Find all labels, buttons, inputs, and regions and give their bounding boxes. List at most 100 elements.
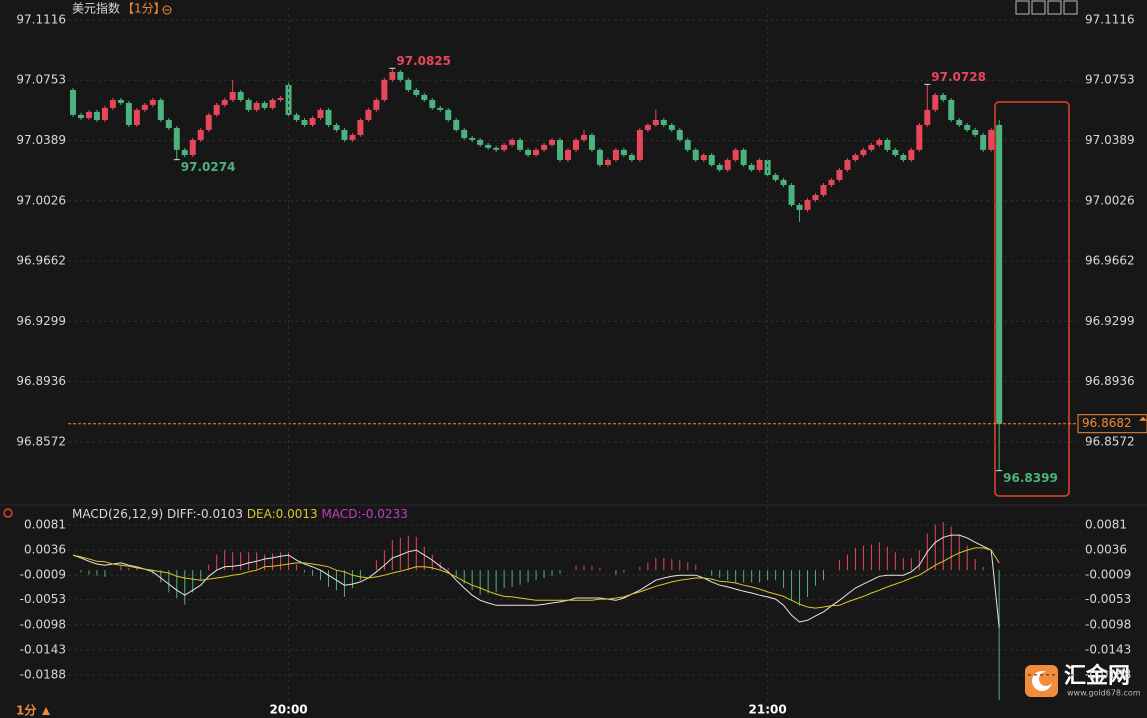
candle-body	[85, 111, 92, 119]
interval-switch[interactable]: 1分	[16, 703, 36, 718]
candle-body	[652, 120, 659, 125]
candle-body	[940, 94, 947, 100]
y-tick-label-left: -0.0143	[20, 642, 66, 656]
tool-line[interactable]	[1047, 0, 1062, 15]
x-tick-label: 21:00	[749, 703, 787, 717]
candle-body	[93, 111, 100, 121]
logo-url: www.gold678.com	[1067, 689, 1141, 698]
candle-body	[317, 109, 324, 119]
toolbar	[1015, 0, 1078, 15]
collapse-icon[interactable]	[162, 5, 172, 15]
candle-body	[501, 144, 508, 150]
candle-body	[644, 124, 651, 130]
candle-body	[493, 147, 500, 150]
candle-body	[748, 164, 755, 170]
candle-body	[884, 139, 891, 150]
candle-body	[173, 127, 180, 150]
candle-body	[852, 155, 859, 160]
y-tick-label-right: 97.0753	[1085, 73, 1135, 87]
candle-body	[485, 144, 492, 148]
candle-body	[684, 139, 691, 150]
candle-body	[956, 120, 963, 125]
candle-body	[932, 94, 939, 110]
candle-body	[980, 134, 987, 150]
y-tick-label-left: -0.0053	[20, 592, 66, 606]
tool-move[interactable]	[1015, 0, 1030, 15]
legend-entry: DEA:0.0013	[247, 507, 318, 521]
candle-body	[397, 71, 404, 80]
candle-body	[828, 179, 835, 186]
candle-body	[277, 97, 284, 100]
y-tick-label-right: 96.9662	[1085, 254, 1135, 268]
interval-arrow	[42, 707, 50, 715]
candle-body	[325, 109, 332, 125]
extreme-label: 97.0825	[396, 54, 451, 68]
candle-body	[101, 107, 108, 121]
candle-body	[908, 149, 915, 160]
y-tick-label-right: 97.0389	[1085, 133, 1135, 147]
y-tick-label-right: -0.0143	[1085, 642, 1131, 656]
candle-body	[868, 144, 875, 150]
y-tick-label-left: 96.9299	[16, 314, 66, 328]
candle-body	[716, 164, 723, 170]
candle-body	[764, 159, 771, 175]
candle-body	[636, 129, 643, 160]
candle-body	[69, 89, 76, 115]
candle-body	[389, 71, 396, 80]
interval: 【1分】	[122, 2, 166, 16]
candle-body	[149, 99, 156, 105]
y-tick-label-left: 97.0026	[16, 193, 66, 207]
candle-body	[533, 149, 540, 156]
candle-body	[269, 99, 276, 108]
y-tick-label-left: -0.0009	[20, 568, 66, 582]
y-tick-label-right: 97.1116	[1085, 13, 1135, 27]
candle-body	[413, 89, 420, 95]
candle-body	[628, 155, 635, 160]
candle-body	[301, 120, 308, 125]
y-tick-label-right: 0.0081	[1085, 518, 1127, 532]
macd-legend: MACD(26,12,9) DIFF:-0.0103 DEA:0.0013 MA…	[72, 507, 408, 521]
y-tick-label-right: -0.0009	[1085, 568, 1131, 582]
candle-body	[740, 149, 747, 165]
macd-title: MACD(26,12,9)	[72, 507, 163, 521]
macd-line	[72, 547, 1000, 609]
logo-icon-inner	[1039, 672, 1053, 686]
candle-body	[381, 79, 388, 100]
legend-entry: MACD:-0.0233	[322, 507, 408, 521]
candle-body	[181, 149, 188, 156]
tool-back[interactable]	[1063, 0, 1078, 15]
tool-zoom[interactable]	[1031, 0, 1046, 15]
y-tick-label-right: -0.0188	[1085, 667, 1131, 681]
candle-body	[596, 149, 603, 165]
candle-body	[988, 129, 995, 150]
candle-body	[820, 185, 827, 195]
y-tick-label-right: -0.0053	[1085, 592, 1131, 606]
candle-body	[77, 114, 84, 119]
candle-body	[245, 99, 252, 110]
y-tick-label-right: 0.0036	[1085, 543, 1127, 557]
y-tick-label-right: -0.0098	[1085, 617, 1131, 631]
candle-body	[405, 79, 412, 90]
y-tick-label-left: 96.8936	[16, 374, 66, 388]
highlight-box	[994, 101, 1070, 497]
candle-body	[572, 139, 579, 150]
candle-body	[477, 139, 484, 145]
candle-body	[253, 102, 260, 110]
candle-body	[724, 159, 731, 170]
candle-body	[836, 169, 843, 180]
candle-body	[804, 199, 811, 210]
candle-body	[517, 139, 524, 150]
candle-body	[341, 129, 348, 140]
candle-body	[229, 91, 236, 100]
candle-body	[844, 159, 851, 170]
symbol: 美元指数	[72, 1, 120, 16]
y-tick-label-left: 96.9662	[16, 254, 66, 268]
macd-icon[interactable]	[3, 508, 13, 518]
candle-body	[964, 124, 971, 130]
candle-body	[261, 102, 268, 108]
y-tick-label-left: 0.0036	[24, 543, 66, 557]
y-tick-label-right: 96.9299	[1085, 314, 1135, 328]
extreme-label: 97.0728	[931, 70, 986, 84]
y-tick-label-left: 96.8572	[16, 434, 66, 448]
extreme-label: 96.8399	[1003, 471, 1058, 485]
